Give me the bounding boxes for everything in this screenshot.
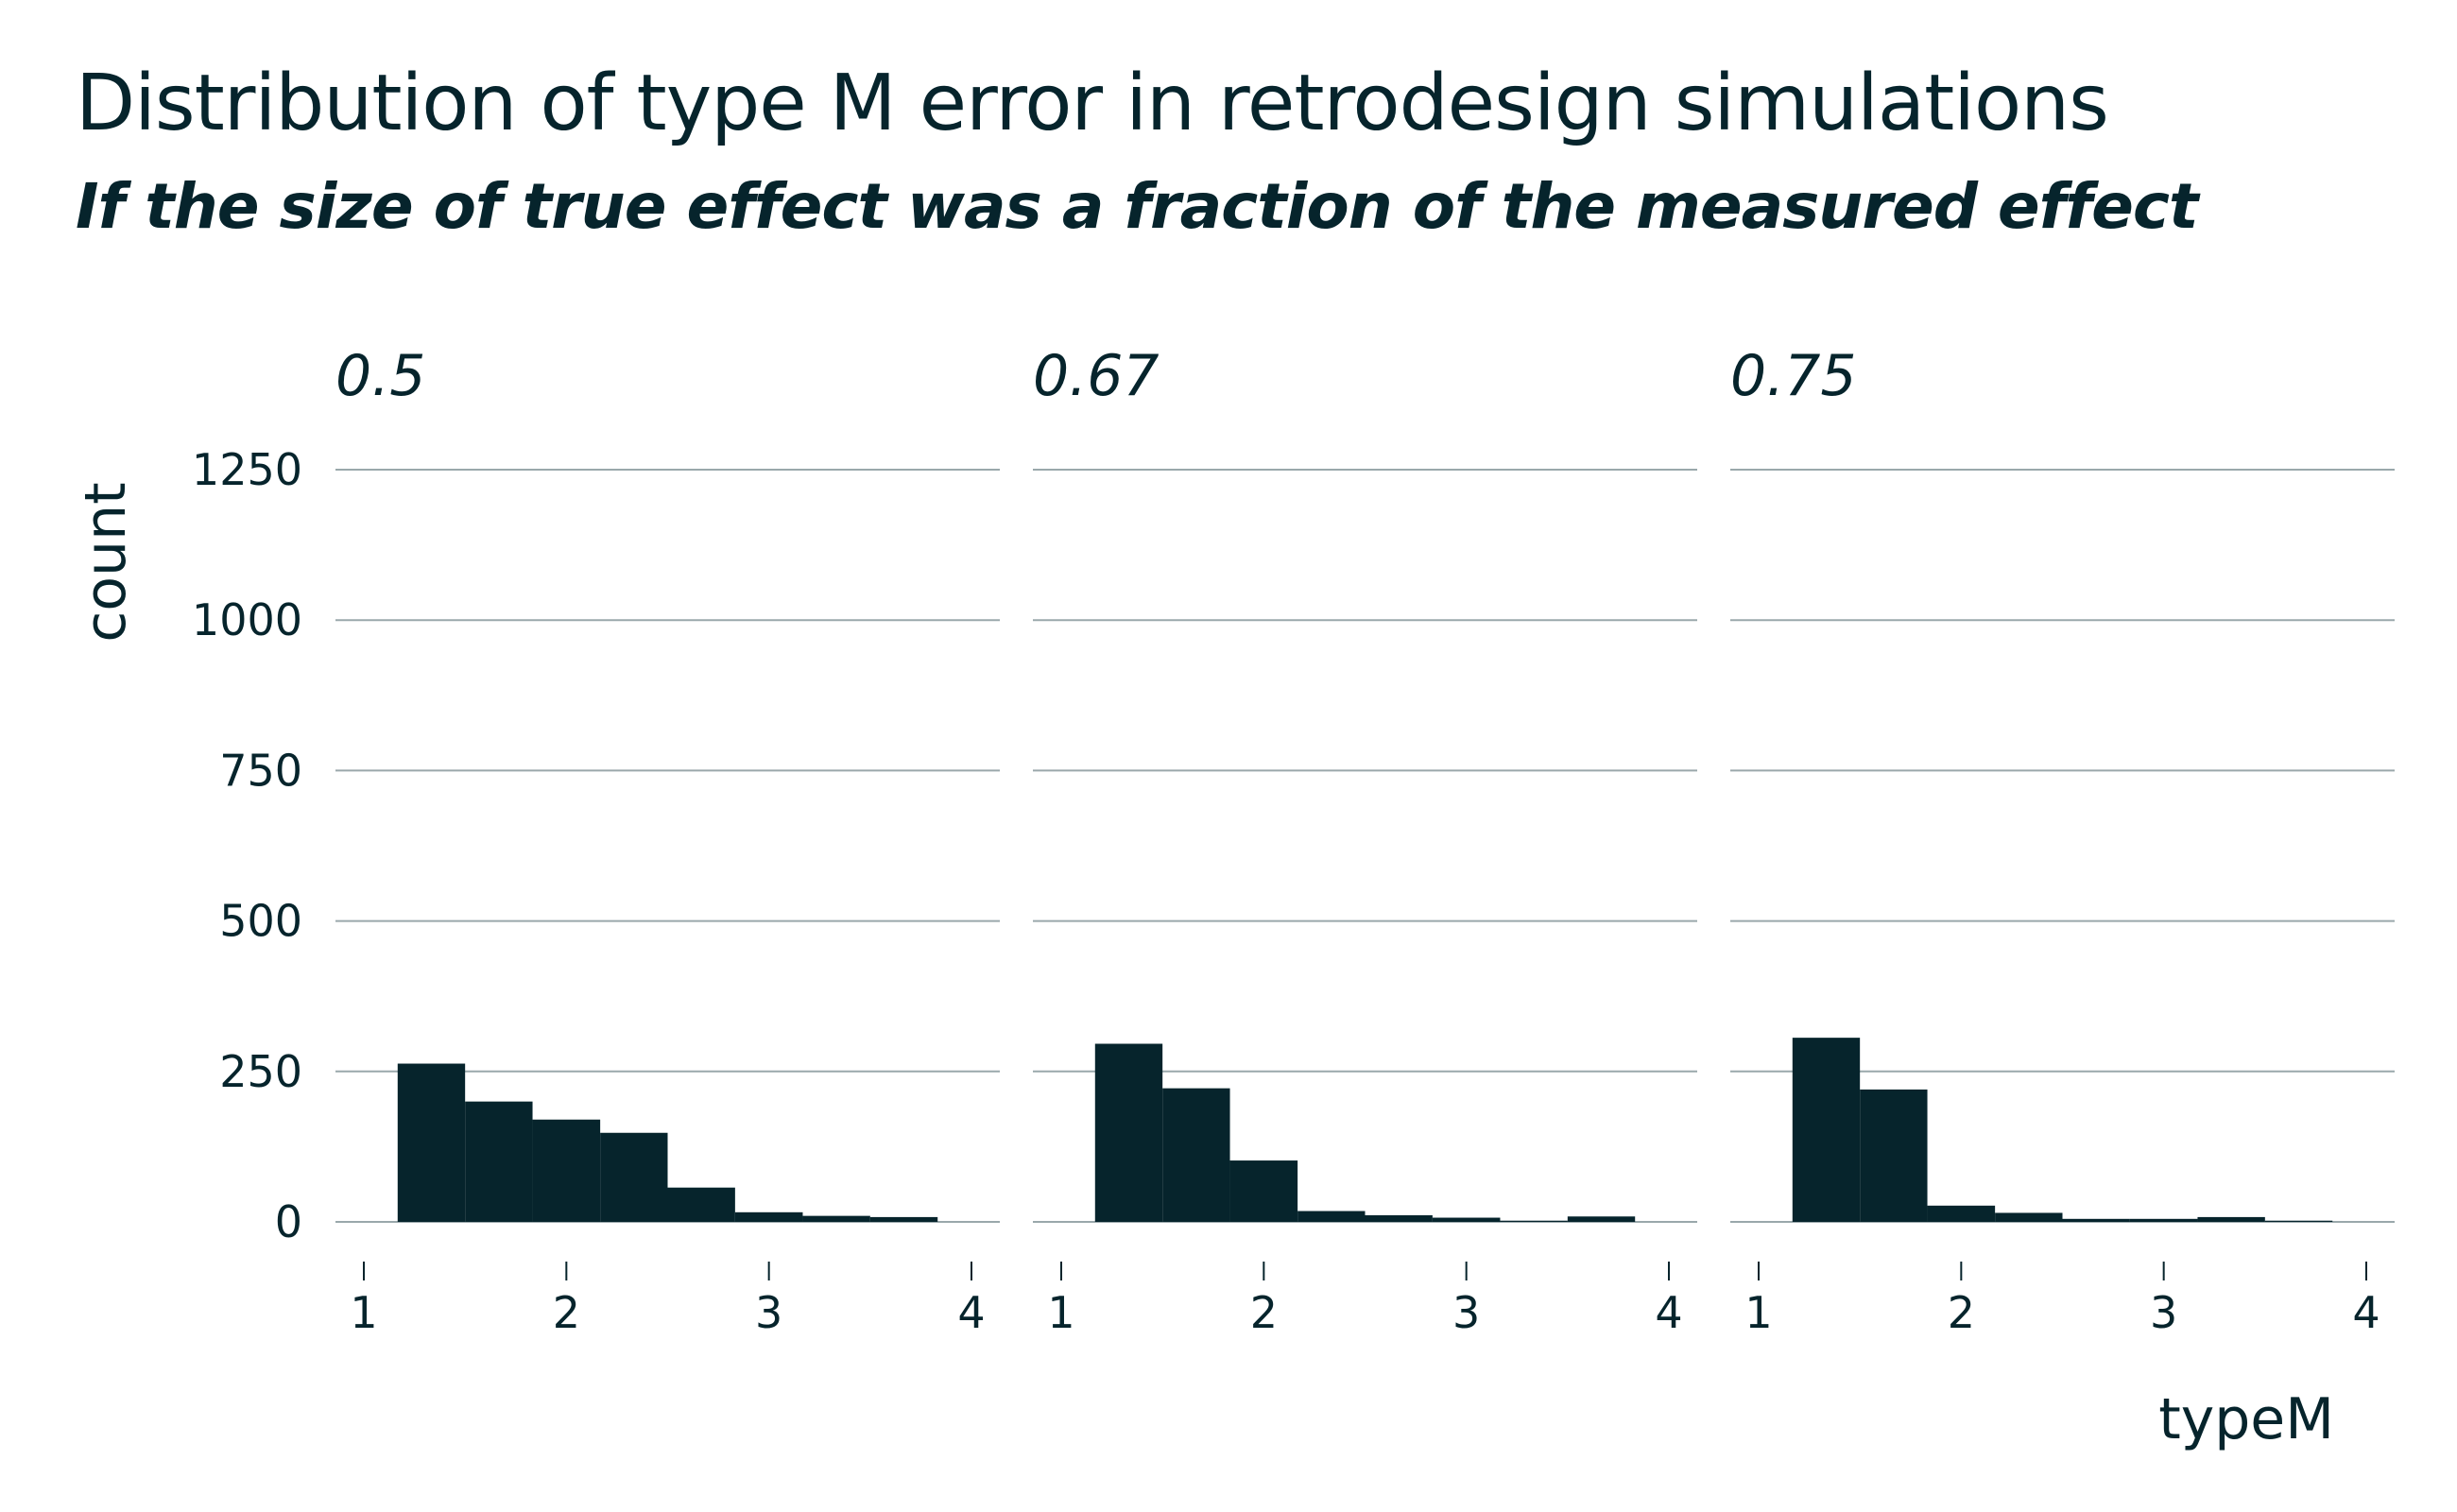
histogram-bar bbox=[734, 1211, 803, 1222]
histogram-bar bbox=[1995, 1212, 2063, 1222]
x-tick-label: 2 bbox=[553, 1287, 580, 1338]
histogram-bar bbox=[1567, 1216, 1636, 1222]
histogram-bar bbox=[1229, 1160, 1298, 1222]
y-tick-label: 500 bbox=[219, 896, 302, 947]
y-tick-label: 1250 bbox=[192, 444, 302, 495]
x-tick-label: 4 bbox=[957, 1287, 985, 1338]
histogram-bar bbox=[869, 1216, 938, 1222]
chart-subtitle: If the size of true effect was a fractio… bbox=[76, 170, 2199, 243]
histogram-bar bbox=[1297, 1211, 1366, 1222]
histogram-bar bbox=[2129, 1218, 2198, 1222]
y-axis-label: count bbox=[73, 482, 139, 642]
histogram-bar bbox=[1792, 1038, 1861, 1222]
x-tick-label: 2 bbox=[1948, 1287, 1975, 1338]
x-tick-label: 3 bbox=[1452, 1287, 1480, 1338]
facet-panel: 0.75 1 2 3 4 bbox=[1730, 343, 2395, 1338]
histogram-bar bbox=[600, 1132, 668, 1222]
histogram-bar bbox=[1927, 1205, 1996, 1222]
y-tick-label: 1000 bbox=[192, 594, 302, 645]
chart-title: Distribution of type M error in retrodes… bbox=[76, 59, 2109, 148]
histogram-bar bbox=[1500, 1220, 1568, 1222]
histogram-bar bbox=[532, 1119, 601, 1222]
x-tick-label: 2 bbox=[1250, 1287, 1278, 1338]
histogram-bar bbox=[1860, 1089, 1928, 1222]
histogram-bar bbox=[465, 1101, 533, 1222]
x-tick-label: 4 bbox=[1655, 1287, 1682, 1338]
histogram-bar bbox=[2062, 1218, 2130, 1222]
y-tick-label: 750 bbox=[219, 745, 302, 796]
x-tick-label: 1 bbox=[350, 1287, 377, 1338]
histogram-bar bbox=[1094, 1043, 1163, 1222]
x-tick-label: 3 bbox=[755, 1287, 782, 1338]
histogram-bar bbox=[1432, 1217, 1501, 1222]
x-tick-label: 1 bbox=[1744, 1287, 1772, 1338]
histogram-bar bbox=[667, 1187, 735, 1222]
histogram-bar bbox=[802, 1215, 870, 1222]
x-axis-label: typeM bbox=[2158, 1386, 2334, 1452]
histogram-bar bbox=[397, 1063, 466, 1222]
x-tick-label: 1 bbox=[1047, 1287, 1074, 1338]
facet-panel: 0.5 1 2 3 4 bbox=[335, 343, 1000, 1338]
facet-panels: 0 250 500 750 1000 1250 0.5 1 2 3 4 0.67 1 2 3 4 0.75 1 2 3… bbox=[192, 343, 2395, 1338]
y-tick-label: 0 bbox=[275, 1196, 302, 1247]
x-tick-label: 4 bbox=[2352, 1287, 2380, 1338]
facet-panel: 0.67 1 2 3 4 bbox=[1033, 343, 1697, 1338]
facet-label: 0.5 bbox=[335, 343, 425, 409]
histogram-bar bbox=[1365, 1214, 1433, 1222]
y-tick-label: 250 bbox=[219, 1046, 302, 1097]
x-tick-label: 3 bbox=[2150, 1287, 2177, 1338]
histogram-bar bbox=[2197, 1216, 2265, 1222]
facet-label: 0.67 bbox=[1033, 343, 1160, 409]
histogram-bar bbox=[1162, 1088, 1230, 1222]
facet-label: 0.75 bbox=[1730, 343, 1857, 409]
histogram-bar bbox=[2264, 1220, 2333, 1222]
